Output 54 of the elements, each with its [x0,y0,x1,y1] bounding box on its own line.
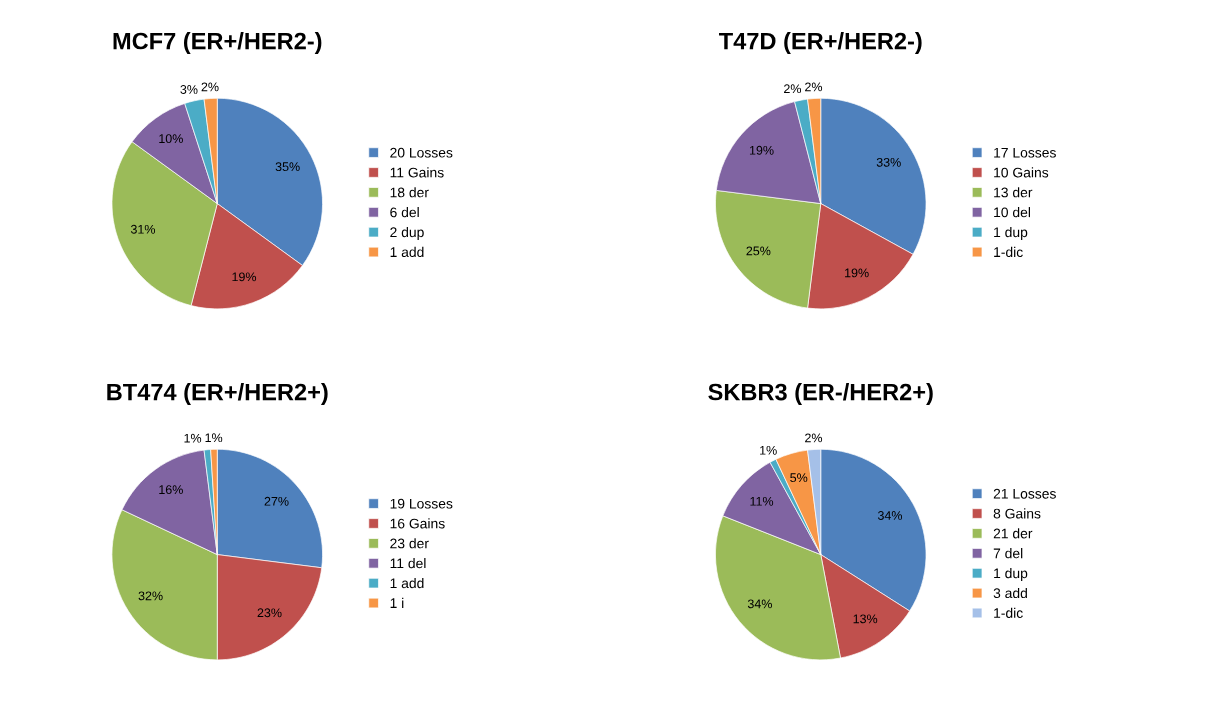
chart-title: T47D (ER+/HER2-) [719,32,922,55]
data-label: 31% [130,224,156,234]
data-label: 1% [184,433,202,443]
chart-title: MCF7 (ER+/HER2-) [113,32,322,55]
data-label: 2% [805,82,823,92]
legend-label: 1-dic [994,246,1023,258]
data-label: 32% [138,591,163,601]
legend-label: 13 der [994,187,1033,198]
legend-label: 20 Losses [390,147,453,158]
data-label: 13% [853,614,878,624]
data-label: 5% [790,473,808,483]
data-label: 2% [201,82,219,92]
legend-label: 21 Losses [993,488,1056,499]
legend-label: 1 i [390,597,404,608]
legend-label: 18 der [390,187,429,198]
legend-label: 11 del [390,558,426,569]
legend-label: 7 del [993,548,1023,559]
data-label: 23% [257,608,282,618]
legend-label: 6 del [390,207,419,218]
data-label: 1% [205,433,223,443]
data-label: 11% [750,496,774,506]
data-label: 19% [845,268,869,278]
legend-label: 2 dup [390,226,424,240]
legend-label: 17 Losses [994,147,1056,158]
data-label: 33% [876,157,901,167]
legend-label: 1 dup [994,568,1028,581]
data-label: 16% [159,485,183,495]
data-label: 2% [784,84,802,94]
legend-label: 8 Gains [993,508,1041,519]
legend-label: 19 Losses [390,498,453,509]
legend-label: 10 Gains [994,167,1049,178]
chart-title: SKBR3 (ER-/HER2+) [708,383,933,406]
legend-label: 11 Gains [390,167,444,178]
legend-label: 1 add [390,246,424,258]
legend-label: 1 add [390,577,424,589]
data-label: 34% [877,511,903,520]
data-label: 27% [264,496,289,506]
data-label: 3% [180,85,198,94]
legend-label: 3 add [993,587,1027,599]
data-label: 10% [159,134,183,144]
legend-label: 1 dup [994,226,1028,240]
data-label: 34% [747,599,772,609]
data-label: 19% [232,272,257,282]
data-label: 25% [746,246,771,256]
legend-label: 16 Gains [390,518,445,529]
data-label: 2% [805,433,823,443]
legend-label: 10 del [994,207,1030,218]
data-label: 35% [275,162,300,172]
data-label: 19% [749,145,774,155]
data-label: 1% [760,445,777,455]
legend-label: 21 der [993,528,1033,539]
legend-label: 23 der [390,538,429,549]
chart-title: BT474 (ER+/HER2+) [107,383,328,406]
legend-label: 1-dic [994,607,1023,618]
